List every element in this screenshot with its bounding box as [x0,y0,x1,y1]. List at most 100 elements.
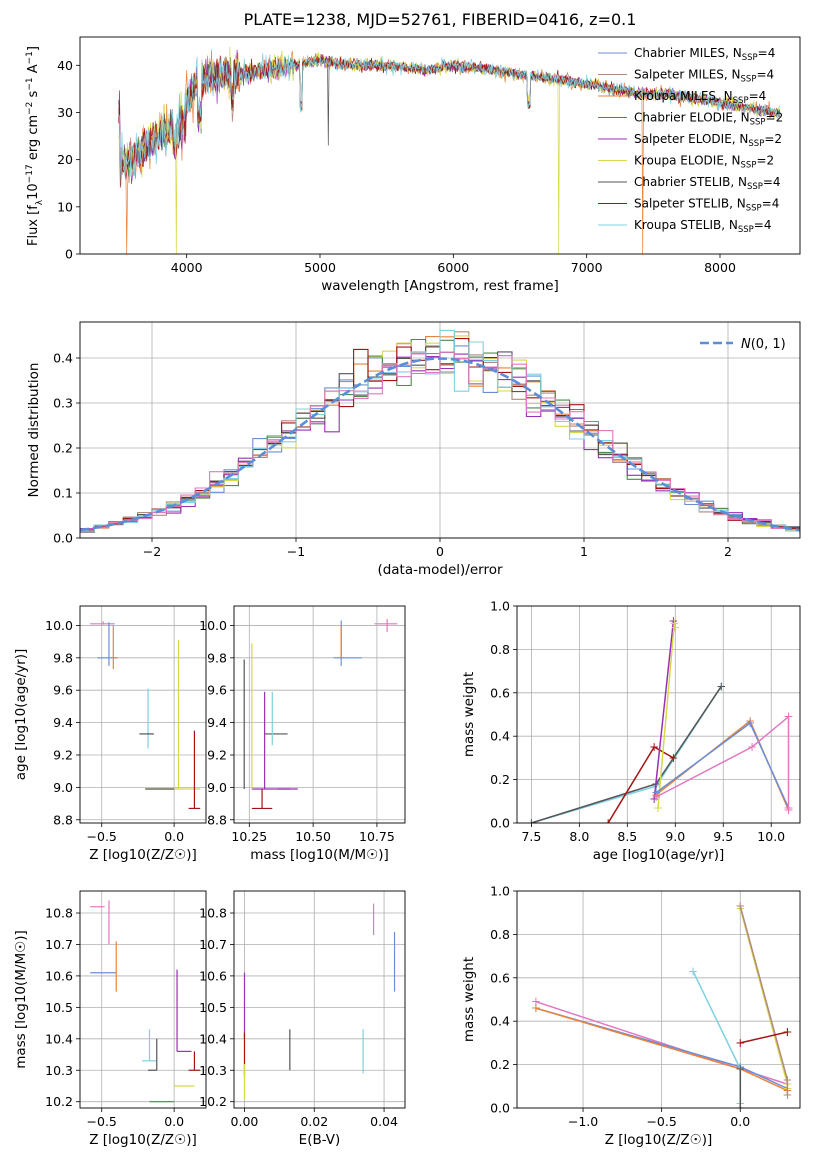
legend-label: Kroupa STELIB, NSSP=4 [634,218,772,235]
x-tick-label: 10.0 [757,829,785,844]
error-cross [251,788,273,810]
data-point: + [670,621,680,635]
legend-value: =4 [756,68,774,82]
y-tick-label: 40 [57,58,73,73]
y-tick-label: 10.5 [199,1000,227,1015]
data-point: + [716,679,726,693]
y-tick-label: 10.0 [45,618,73,633]
y-tick-label: 9.2 [53,747,73,762]
error-cross [142,1029,157,1062]
y-tick-label: 30 [57,105,73,120]
y-label-part: Flux [f [26,205,41,246]
axes-frame [79,890,207,1109]
plot-area [118,46,780,254]
y-tick-label: 10.6 [45,968,73,983]
legend-sub: SSP [750,118,766,128]
y-tick-label: 0.6 [490,970,510,985]
panel-residual-histogram: −2 −1 0 1 2 0.0 0.1 0.2 0.3 0.4 (data-model)/error… [26,321,801,578]
plot-area: ++++++++++++++++++++++++ [531,899,792,1108]
legend-value: =4 [754,218,772,232]
x-tick-label: 0.04 [370,1114,398,1129]
series-line [118,53,780,185]
data-point: + [783,710,793,724]
y-label-part: ] [26,46,41,51]
x-tick-label: 10.25 [231,829,267,844]
y-tick-label: 0.0 [490,816,510,831]
data-point: + [649,792,659,806]
x-tick-label: 10.75 [359,829,395,844]
data-point: + [651,788,661,802]
legend-text: Salpeter ELODIE, N [634,132,748,146]
data-point: + [531,1001,541,1015]
y-tick-label: 0.3 [53,396,73,411]
legend-label: N(0, 1) [741,337,786,352]
legend-value: =4 [763,175,781,189]
y-tick-label: 0.4 [490,1014,510,1029]
y-tick-label: 1.0 [490,884,510,899]
legend-text: Chabrier STELIB, N [634,175,747,189]
x-tick-label: −0.5 [646,1114,676,1129]
x-tick-label: 7000 [571,260,603,275]
weight-series [692,970,742,1104]
y-tick-label: 10.4 [45,1031,73,1046]
x-tick-label: 8000 [704,260,736,275]
data-point: + [531,1001,541,1015]
y-tick-label: 0.8 [490,642,510,657]
legend-label: Kroupa MILES, NSSP=4 [634,89,766,106]
legend-sub: SSP [741,75,757,85]
y-tick-label: 10 [57,199,73,214]
data-point: + [526,816,536,830]
x-axis-label: (data-model)/error [377,562,503,578]
plot-area [243,903,396,1099]
weight-series [531,685,722,823]
legend-label: Salpeter MILES, NSSP=4 [634,68,774,85]
legend-sub: SSP [742,53,758,63]
x-tick-label: 0.02 [300,1114,328,1129]
normal-curve [80,357,800,532]
y-tick-label: 9.0 [207,780,227,795]
y-axis-label: mass weight [461,672,477,757]
x-axis-label: age [log10(age/yr)] [593,847,725,863]
x-axis-label: Z [log10(Z/Z☉)] [89,1132,197,1148]
x-tick-label: 4000 [171,260,203,275]
data-point: + [649,740,659,754]
x-tick-label: 7.5 [521,829,541,844]
legend-label: Chabrier MILES, NSSP=4 [634,46,775,63]
y-tick-label: 9.2 [207,747,227,762]
x-axis-label: Z [log10(Z/Z☉)] [89,847,197,863]
x-tick-label: 2 [724,544,732,559]
legend-value: =2 [766,111,784,125]
weight-series [739,908,789,1089]
plot-area [90,621,201,810]
x-tick-label: 0.0 [164,829,184,844]
legend-value: =4 [758,46,776,60]
error-cross [147,688,153,749]
y-tick-label: 0.0 [53,531,73,546]
y-tick-label: 9.6 [53,683,73,698]
legend-text: Chabrier MILES, N [634,46,742,60]
legend-label: Salpeter STELIB, NSSP=4 [634,197,779,214]
data-point: + [783,710,793,724]
error-cross [188,730,201,810]
y-axis-label: mass weight [461,957,477,1042]
data-point: + [668,614,678,628]
error-cross [112,625,118,670]
x-tick-label: −2 [143,544,161,559]
data-point: + [716,679,726,693]
y-axis-label: mass [log10(M/M☉)] [13,930,29,1069]
y-tick-label: 10.8 [45,906,73,921]
plot-area [243,618,398,810]
axes-frame [79,36,801,255]
weight-series [531,685,722,823]
y-tick-label: 0.2 [490,772,510,787]
legend-text: Kroupa STELIB, N [634,218,738,232]
legend-value: =4 [749,89,767,103]
weight-series [607,745,674,823]
y-axis-label: Normed distribution [26,363,42,498]
y-tick-label: 9.4 [53,715,73,730]
y-tick-label: 10.7 [45,937,73,952]
data-point: + [735,1062,745,1076]
data-point: + [747,740,757,754]
weight-series [740,1031,788,1044]
